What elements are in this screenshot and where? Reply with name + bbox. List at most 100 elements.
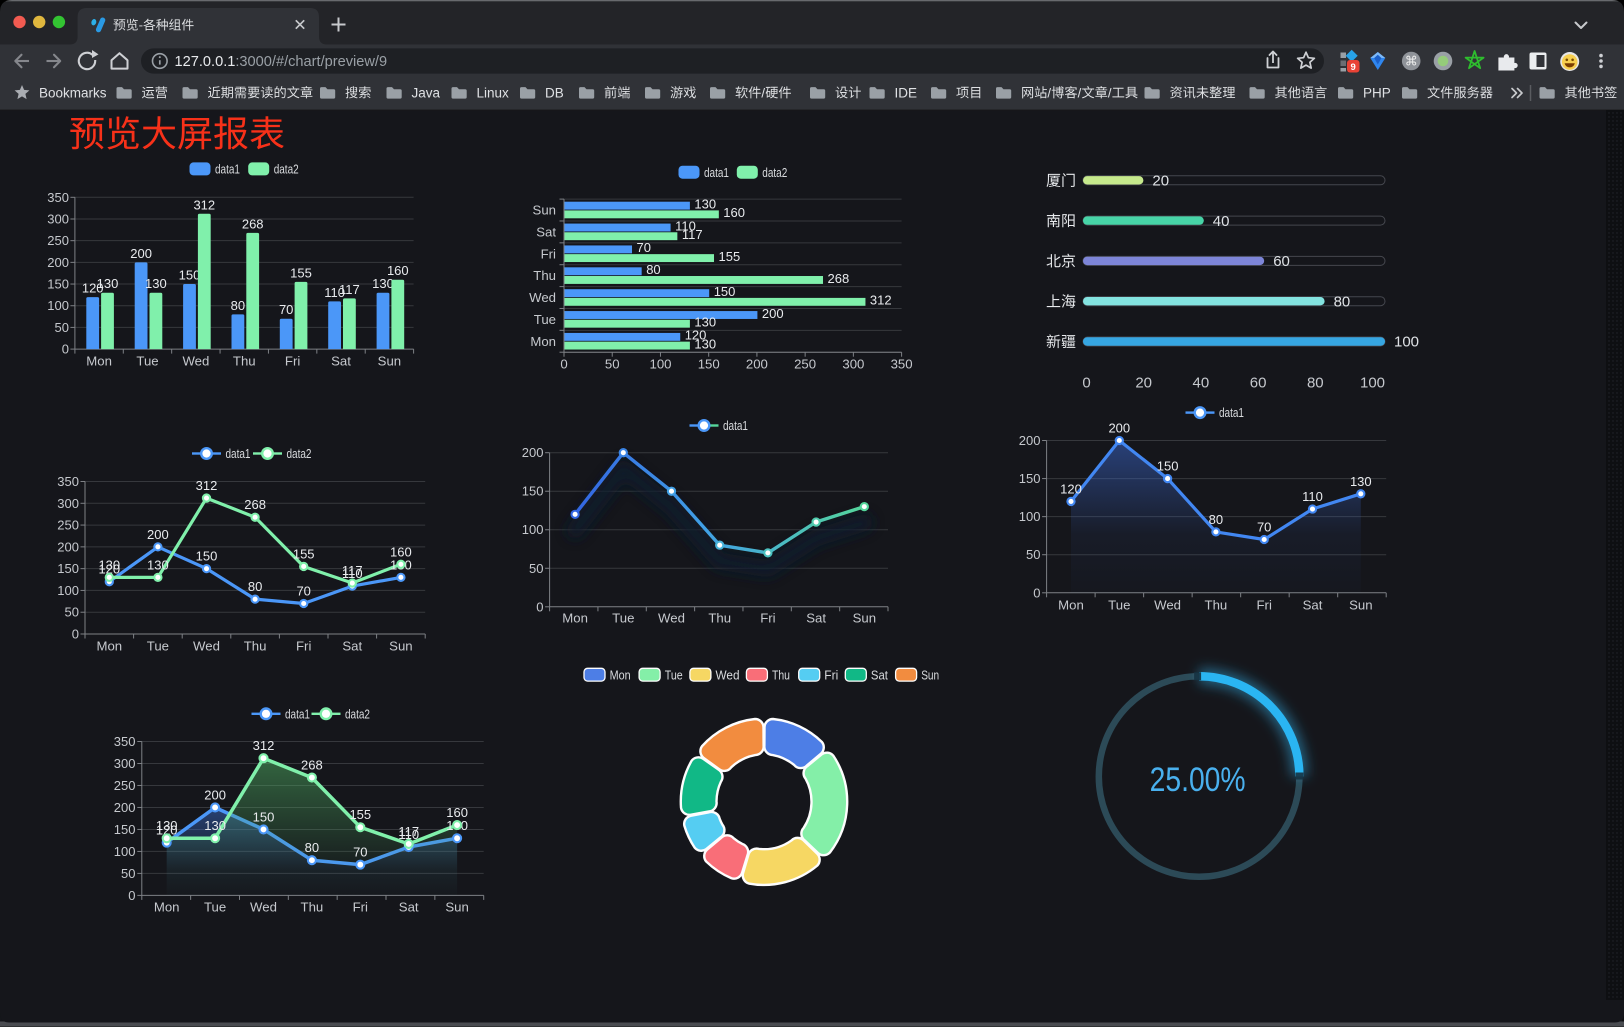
- svg-text:160: 160: [446, 805, 468, 820]
- svg-text:Tue: Tue: [147, 639, 169, 654]
- svg-text:312: 312: [253, 738, 275, 753]
- svg-text:Fri: Fri: [353, 900, 368, 915]
- svg-text:200: 200: [114, 800, 136, 815]
- svg-text:data2: data2: [345, 706, 370, 721]
- svg-text:60: 60: [1273, 253, 1290, 270]
- svg-text:70: 70: [353, 845, 367, 860]
- svg-text:150: 150: [57, 561, 79, 576]
- svg-text:/: /: [761, 85, 765, 100]
- svg-text:Sun: Sun: [389, 639, 412, 654]
- svg-text:0: 0: [1033, 585, 1040, 600]
- svg-text:Wed: Wed: [529, 290, 556, 305]
- svg-text:80: 80: [231, 298, 245, 313]
- svg-text:Sun: Sun: [921, 668, 939, 683]
- svg-text:130: 130: [694, 336, 716, 351]
- svg-text:Java: Java: [412, 86, 441, 101]
- svg-text:268: 268: [244, 497, 266, 512]
- svg-text:150: 150: [47, 277, 69, 292]
- svg-text:300: 300: [114, 756, 136, 771]
- svg-text:data1: data1: [285, 706, 310, 721]
- svg-text:100: 100: [47, 298, 69, 313]
- svg-text:300: 300: [842, 357, 864, 372]
- svg-text:Mon: Mon: [530, 334, 556, 349]
- svg-text:117: 117: [398, 824, 419, 839]
- svg-text:100: 100: [1019, 509, 1041, 524]
- svg-text:130: 130: [156, 818, 178, 833]
- svg-text:160: 160: [723, 205, 745, 220]
- svg-text:300: 300: [57, 496, 79, 511]
- svg-text:300: 300: [47, 212, 69, 227]
- svg-text:Sat: Sat: [342, 639, 362, 654]
- svg-text:Sun: Sun: [378, 354, 401, 369]
- svg-text:Sun: Sun: [445, 900, 468, 915]
- svg-text:110: 110: [1302, 489, 1323, 504]
- svg-text:Sat: Sat: [331, 354, 351, 369]
- svg-text:80: 80: [646, 262, 660, 277]
- svg-text:50: 50: [1026, 547, 1040, 562]
- svg-text:250: 250: [794, 357, 816, 372]
- svg-text:100: 100: [1360, 375, 1385, 392]
- svg-text:200: 200: [57, 539, 79, 554]
- svg-text:160: 160: [387, 263, 409, 278]
- svg-text:Mon: Mon: [96, 639, 122, 654]
- svg-text:268: 268: [828, 271, 850, 286]
- svg-text:80: 80: [248, 579, 262, 594]
- svg-text:110: 110: [342, 566, 363, 581]
- svg-text:155: 155: [290, 265, 312, 280]
- svg-text:150: 150: [179, 268, 201, 283]
- svg-text:0: 0: [1082, 375, 1090, 392]
- svg-text:120: 120: [685, 328, 707, 343]
- svg-text:data1: data1: [723, 418, 748, 433]
- svg-text:20: 20: [1135, 375, 1152, 392]
- svg-text:100: 100: [522, 522, 544, 537]
- svg-text:IDE: IDE: [895, 86, 918, 101]
- svg-text:150: 150: [522, 484, 544, 499]
- svg-text:0: 0: [536, 599, 543, 614]
- svg-text:Thu: Thu: [301, 900, 324, 915]
- svg-text:Sun: Sun: [533, 203, 556, 218]
- svg-text:Sat: Sat: [1303, 598, 1323, 613]
- svg-text:312: 312: [870, 293, 892, 308]
- svg-text:268: 268: [242, 216, 264, 231]
- svg-text:130: 130: [145, 276, 167, 291]
- svg-text:Sat: Sat: [536, 224, 556, 239]
- svg-text:120: 120: [82, 281, 104, 296]
- svg-text:250: 250: [114, 778, 136, 793]
- svg-text:70: 70: [637, 240, 651, 255]
- svg-text:250: 250: [57, 518, 79, 533]
- svg-text:Mon: Mon: [610, 668, 631, 683]
- svg-text:data1: data1: [1219, 405, 1244, 420]
- svg-text:100: 100: [1394, 334, 1419, 351]
- svg-text:155: 155: [349, 807, 371, 822]
- svg-text:20: 20: [1152, 173, 1169, 190]
- svg-text:25.00%: 25.00%: [1150, 761, 1246, 799]
- svg-text:Wed: Wed: [193, 639, 220, 654]
- svg-text:0: 0: [560, 357, 567, 372]
- svg-text:Fri: Fri: [285, 354, 300, 369]
- svg-text:data1: data1: [226, 446, 251, 461]
- svg-text:Tue: Tue: [136, 354, 158, 369]
- svg-text:0: 0: [62, 342, 69, 357]
- svg-text:Fri: Fri: [296, 639, 311, 654]
- svg-text:160: 160: [390, 544, 412, 559]
- svg-text:117: 117: [339, 282, 360, 297]
- svg-text:Sat: Sat: [399, 900, 419, 915]
- svg-text:100: 100: [114, 844, 136, 859]
- svg-text:80: 80: [305, 840, 319, 855]
- svg-text:250: 250: [47, 233, 69, 248]
- svg-text:120: 120: [98, 562, 120, 577]
- svg-text:Mon: Mon: [1058, 598, 1084, 613]
- svg-text:/: /: [1108, 85, 1112, 100]
- svg-text:130: 130: [694, 315, 716, 330]
- svg-text:312: 312: [196, 478, 218, 493]
- svg-text:Linux: Linux: [477, 86, 510, 101]
- svg-text:Wed: Wed: [716, 668, 740, 683]
- svg-text:130: 130: [372, 276, 394, 291]
- svg-text:40: 40: [1213, 213, 1230, 230]
- svg-text:350: 350: [891, 357, 913, 372]
- svg-text:150: 150: [714, 284, 736, 299]
- svg-text:155: 155: [719, 249, 741, 264]
- svg-text:Thu: Thu: [1205, 598, 1228, 613]
- svg-text:350: 350: [114, 734, 136, 749]
- svg-text:350: 350: [57, 474, 79, 489]
